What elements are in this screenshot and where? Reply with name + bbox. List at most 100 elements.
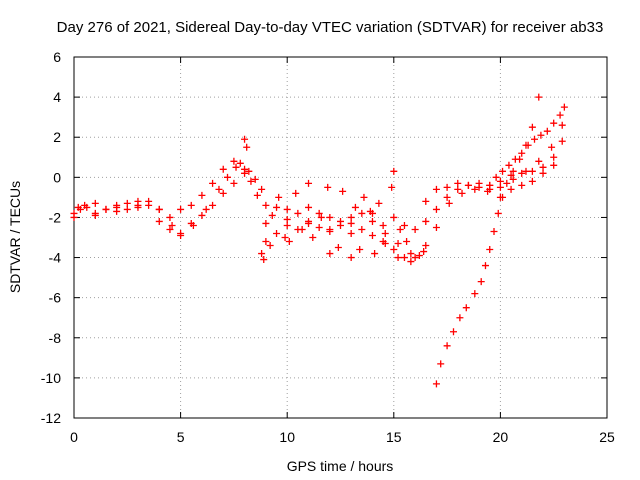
data-point [168, 221, 176, 229]
data-point [432, 223, 440, 231]
data-point [326, 250, 334, 258]
data-point [324, 183, 332, 191]
data-point [422, 242, 430, 250]
y-tick-label: 2 [53, 129, 61, 145]
data-point [232, 163, 240, 171]
data-point [492, 173, 500, 181]
y-tick-label: -8 [49, 330, 62, 346]
data-point [548, 143, 556, 151]
data-points [70, 93, 568, 388]
data-point [134, 203, 142, 211]
y-axis-title: SDTVAR / TECUs [7, 181, 23, 293]
data-point [443, 183, 451, 191]
data-point [230, 157, 238, 165]
data-point [490, 227, 498, 235]
data-point [411, 225, 419, 233]
data-point [366, 207, 374, 215]
data-point [358, 225, 366, 233]
x-axis-title: GPS time / hours [287, 458, 394, 474]
data-point [388, 183, 396, 191]
data-point [123, 205, 131, 213]
data-point [113, 207, 121, 215]
data-point [358, 209, 366, 217]
data-point [236, 159, 244, 167]
y-tick-label: -2 [49, 209, 62, 225]
data-point [285, 238, 293, 246]
data-point [298, 225, 306, 233]
data-point [462, 304, 470, 312]
data-point [475, 183, 483, 191]
data-point [494, 209, 502, 217]
data-point [458, 189, 466, 197]
data-point [145, 201, 153, 209]
data-point [275, 193, 283, 201]
data-point [219, 165, 227, 173]
grid [74, 57, 607, 418]
data-point [394, 240, 402, 248]
data-point [524, 141, 532, 149]
data-point [518, 149, 526, 157]
data-point [219, 189, 227, 197]
data-point [292, 189, 300, 197]
data-point [550, 161, 558, 169]
data-point [198, 191, 206, 199]
data-point [432, 380, 440, 388]
data-point [443, 193, 451, 201]
data-point [281, 234, 289, 241]
data-point [368, 217, 376, 225]
data-point [351, 203, 359, 211]
data-point [74, 203, 82, 211]
y-tick-label: -12 [41, 410, 61, 426]
data-point [371, 250, 379, 258]
data-point [407, 250, 415, 258]
data-point [477, 278, 485, 286]
data-point [535, 93, 543, 101]
data-point [317, 213, 325, 221]
data-point [507, 171, 515, 179]
axis-ticks: 0 5 10 15 20 25 -12 -10 -8 -6 -4 -2 0 2 4 6 [41, 49, 615, 445]
data-point [528, 177, 536, 185]
data-point [241, 169, 249, 177]
data-point [381, 229, 389, 237]
data-point [123, 199, 131, 207]
data-point [230, 179, 238, 187]
data-point [189, 221, 197, 229]
y-tick-label: -10 [41, 370, 61, 386]
data-point [518, 181, 526, 189]
data-point [294, 209, 302, 217]
data-point [499, 193, 507, 201]
data-point [528, 167, 536, 175]
data-point [166, 225, 174, 233]
data-point [326, 227, 334, 235]
data-point [337, 221, 344, 229]
data-point [499, 167, 507, 175]
data-point [315, 209, 323, 217]
data-point [258, 185, 266, 193]
data-point [390, 213, 398, 221]
data-point [471, 290, 479, 298]
data-point [315, 223, 323, 231]
data-point [215, 185, 223, 193]
data-point [420, 248, 428, 256]
data-point [177, 231, 185, 239]
data-point [251, 175, 259, 183]
data-point [481, 262, 489, 270]
data-point [268, 211, 276, 219]
data-point [511, 155, 519, 163]
data-point [368, 231, 376, 239]
x-tick-label: 20 [493, 429, 509, 445]
data-point [305, 203, 313, 211]
data-point [273, 229, 281, 237]
data-point [262, 219, 270, 227]
data-point [437, 360, 445, 368]
data-point [91, 211, 99, 219]
y-tick-label: -4 [49, 250, 62, 266]
data-point [415, 252, 423, 260]
data-point [486, 246, 494, 254]
data-point [403, 238, 411, 246]
data-point [503, 179, 511, 187]
data-point [432, 185, 440, 193]
data-point [550, 119, 558, 127]
data-point [241, 135, 249, 143]
chart-title: Day 276 of 2021, Sidereal Day-to-day VTE… [57, 19, 604, 36]
